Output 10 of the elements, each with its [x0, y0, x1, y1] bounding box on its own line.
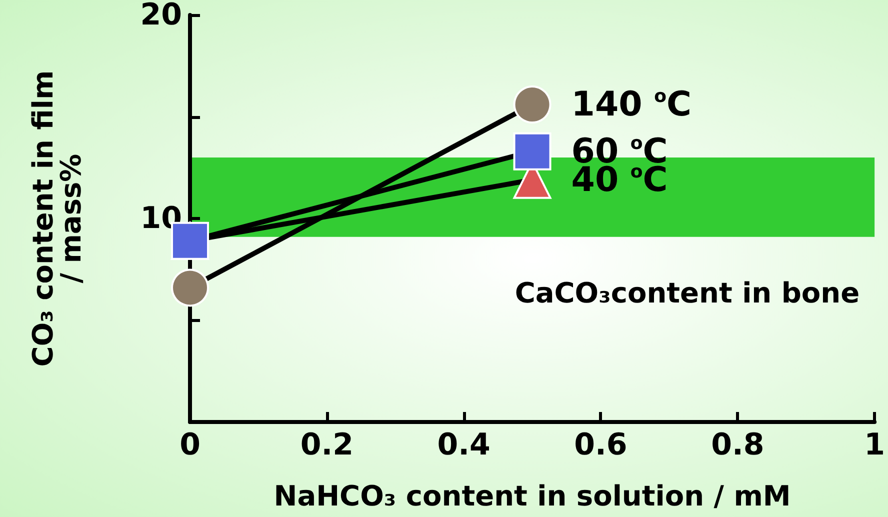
x-tick-label: 1 — [864, 428, 885, 462]
x-tick-label: 0.8 — [711, 428, 764, 462]
x-tick-label: 0.6 — [574, 428, 628, 462]
x-tick-label: 0.4 — [437, 428, 490, 462]
x-tick-label: 0 — [180, 428, 200, 462]
x-tick-label: 0.2 — [300, 428, 354, 462]
y-axis-title: CO₃ content in film / mass% — [26, 70, 88, 367]
band-label: CaCO₃content in bone — [514, 276, 860, 310]
y-tick-label: 20 — [140, 0, 182, 32]
x-axis-title: NaHCO₃ content in solution / mM — [274, 480, 791, 512]
